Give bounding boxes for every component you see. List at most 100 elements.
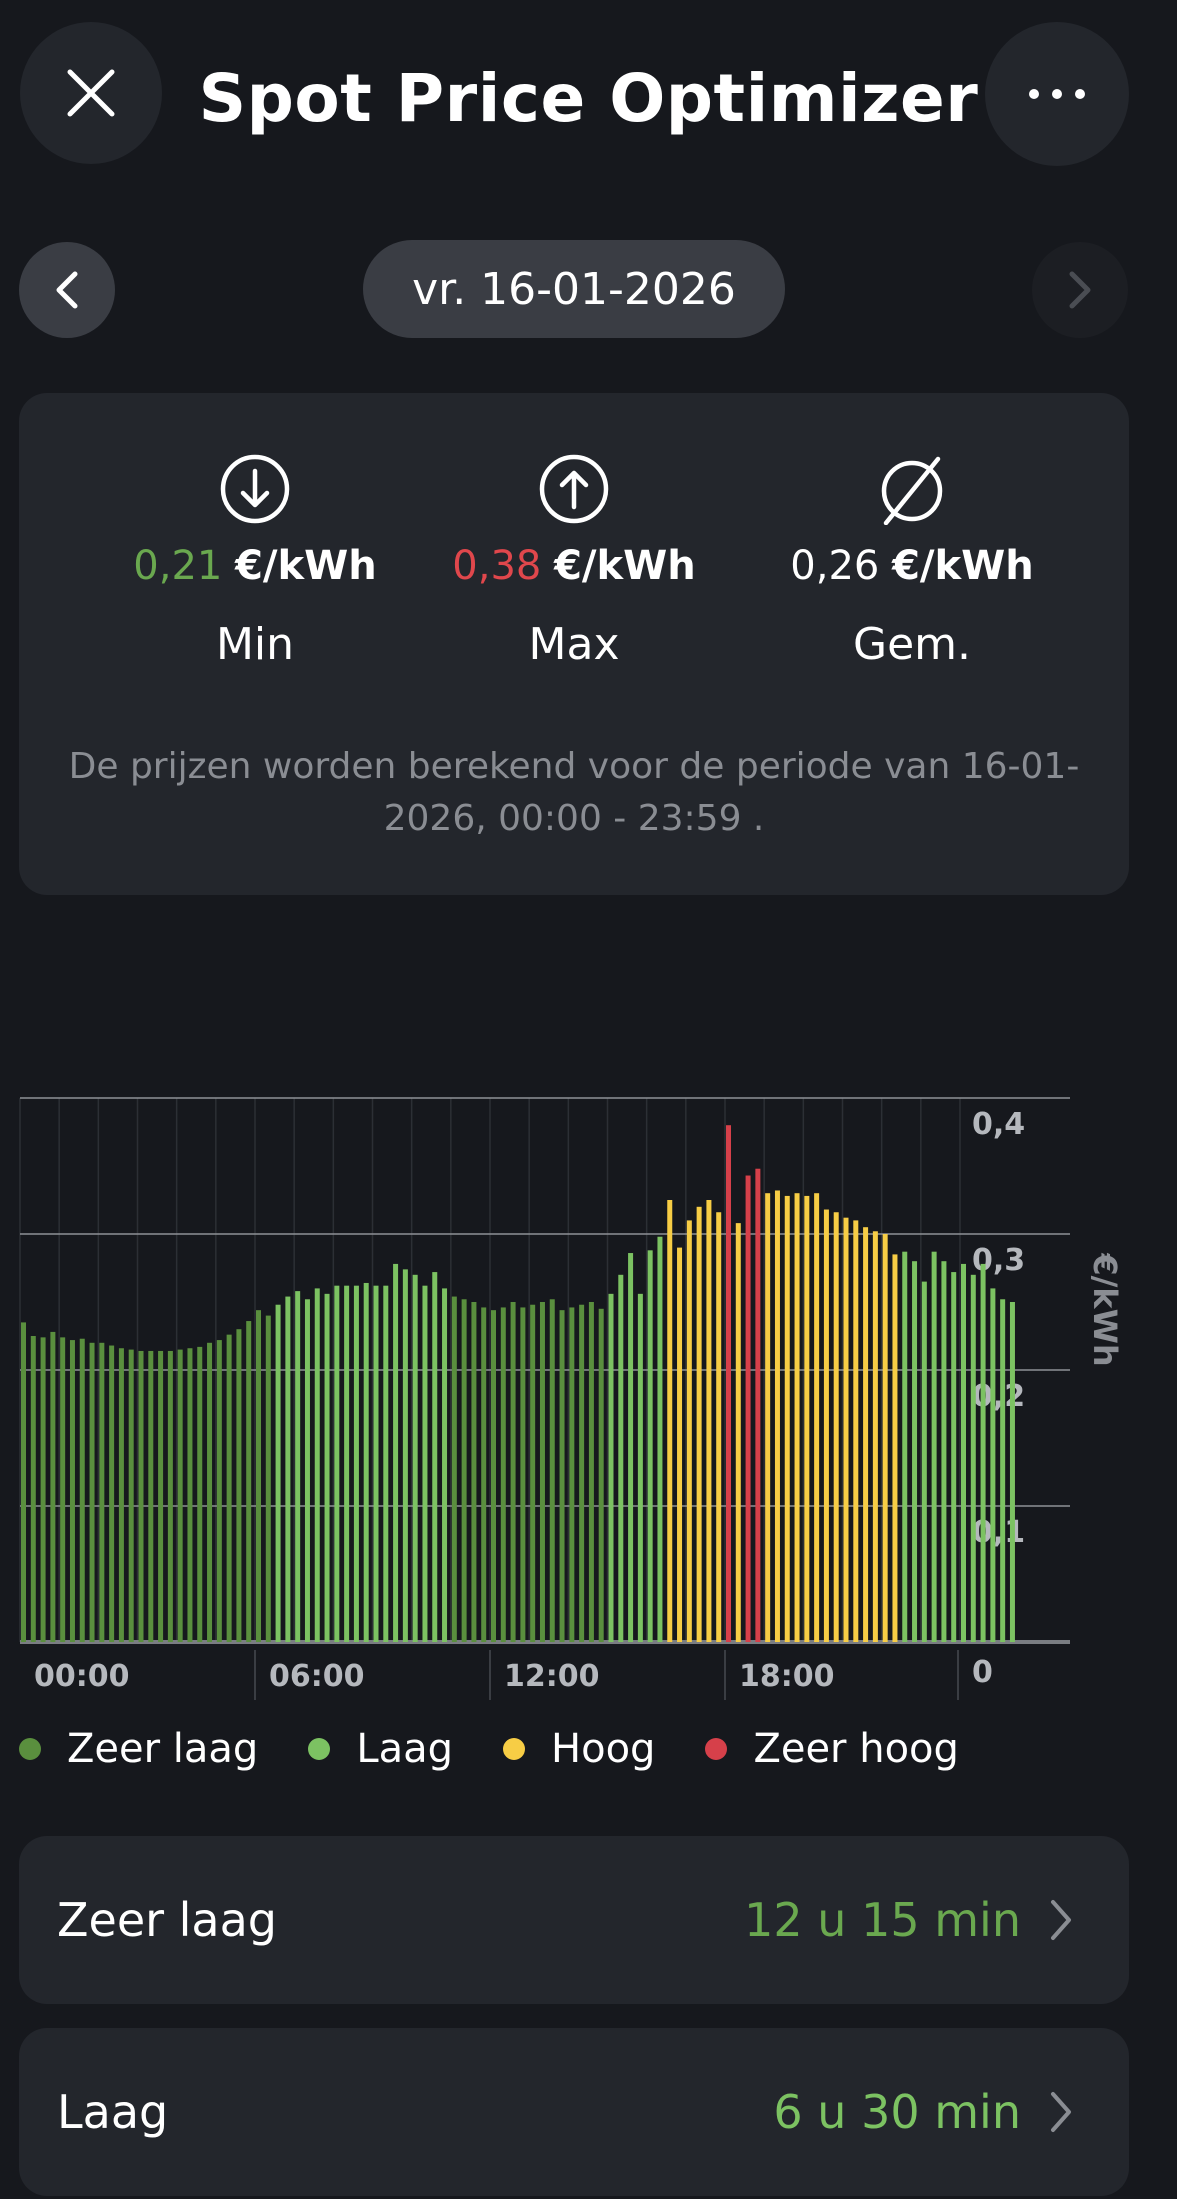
x-tick-label: 06:00 — [269, 1659, 365, 1694]
chart-bar — [118, 1348, 124, 1642]
chart-bar — [902, 1251, 908, 1642]
chart-bar — [236, 1329, 242, 1642]
chart-bar — [275, 1304, 281, 1642]
chart-bar — [618, 1274, 624, 1642]
chart-bar — [941, 1261, 947, 1642]
chart-bar — [520, 1307, 526, 1642]
chart-bar — [187, 1348, 193, 1642]
average-icon — [881, 456, 943, 526]
min-price-unit: €/kWh — [235, 543, 377, 589]
duration-row-laag[interactable]: Laag 6 u 30 min — [19, 2028, 1129, 2196]
chart-bar — [696, 1206, 702, 1642]
more-options-button[interactable] — [985, 22, 1129, 166]
chart-bar — [990, 1288, 996, 1642]
chart-bar — [784, 1195, 790, 1642]
chart-bar — [109, 1345, 115, 1642]
chart-bar — [167, 1350, 173, 1642]
chart-bar — [706, 1200, 712, 1642]
next-day-button[interactable] — [1032, 242, 1128, 338]
chart-bar — [363, 1282, 369, 1642]
chart-bar — [69, 1340, 75, 1642]
chart-bar — [833, 1212, 839, 1642]
chart-bar — [89, 1342, 95, 1642]
previous-day-button[interactable] — [19, 242, 115, 338]
chart-bar — [304, 1299, 310, 1642]
chevron-left-icon — [56, 271, 78, 309]
chart-bar — [207, 1342, 213, 1642]
min-price-stat: 0,21 €/kWh Min — [95, 453, 415, 670]
chart-bar — [530, 1304, 536, 1642]
chart-bar — [314, 1288, 320, 1642]
arrow-down-circle-icon — [220, 454, 290, 524]
chart-bar — [745, 1175, 751, 1642]
chart-bar — [823, 1209, 829, 1642]
legend-label: Zeer laag — [67, 1726, 259, 1772]
y-tick-label: 0,4 — [972, 1107, 1025, 1142]
average-price-label: Gem. — [852, 619, 971, 670]
chart-bar — [559, 1310, 565, 1642]
chart-bar — [50, 1331, 56, 1642]
chart-bar — [481, 1307, 487, 1642]
chart-bar — [647, 1250, 653, 1642]
chart-bar — [99, 1342, 105, 1642]
chart-bar — [422, 1285, 428, 1642]
chart-bar — [843, 1217, 849, 1642]
chart-bar — [40, 1337, 46, 1642]
date-label: vr. 16-01-2026 — [412, 263, 736, 315]
page-title: Spot Price Optimizer — [198, 60, 979, 137]
legend-dot-icon — [308, 1738, 331, 1760]
chart-bar — [344, 1285, 350, 1642]
price-chart: 0 0,1 0,2 0,3 0,4 00:00 06:00 12:00 18:00 €/kWh — [19, 1097, 1124, 1700]
average-price-stat: 0,26 €/kWh Gem. — [752, 453, 1072, 670]
chart-bar — [373, 1285, 379, 1642]
y-tick-label: 0,2 — [972, 1379, 1025, 1414]
close-button[interactable] — [20, 22, 162, 164]
legend-item: Zeer laag — [19, 1726, 258, 1772]
chart-bar — [500, 1307, 506, 1642]
price-summary-card: 0,21 €/kWh Min 0,38 €/kWh Max 0,26 €/kWh… — [19, 393, 1129, 895]
arrow-up-circle-icon — [539, 454, 609, 524]
chart-bar — [628, 1253, 634, 1642]
chart-bar — [30, 1336, 36, 1642]
chart-bar — [216, 1340, 222, 1642]
chart-bar — [765, 1193, 771, 1642]
chart-bar — [197, 1346, 203, 1642]
chart-bar — [1009, 1302, 1015, 1642]
chart-bar — [931, 1251, 937, 1642]
min-price-label: Min — [215, 619, 295, 670]
y-tick-label: 0,3 — [972, 1243, 1025, 1278]
chart-bar — [921, 1281, 927, 1642]
chart-legend: Zeer laag Laag Hoog Zeer hoog — [19, 1726, 1009, 1772]
chart-bar — [148, 1350, 154, 1642]
duration-row-zeer-laag[interactable]: Zeer laag 12 u 15 min — [19, 1836, 1129, 2004]
chart-bar — [774, 1190, 780, 1642]
chart-bar — [892, 1254, 898, 1642]
legend-label: Zeer hoog — [753, 1726, 959, 1772]
chart-bar — [657, 1236, 663, 1642]
chart-bar — [598, 1308, 604, 1642]
date-selector[interactable]: vr. 16-01-2026 — [363, 240, 785, 338]
legend-dot-icon — [705, 1738, 728, 1760]
chart-bar — [804, 1195, 810, 1642]
chart-bar — [393, 1263, 399, 1642]
chart-bar — [588, 1302, 594, 1642]
duration-label: Laag — [57, 2085, 169, 2139]
chart-bar — [677, 1247, 683, 1642]
chart-bar — [961, 1263, 966, 1642]
chart-bar — [128, 1349, 134, 1642]
chart-bar — [285, 1296, 291, 1642]
chart-bar — [383, 1285, 389, 1642]
legend-item: Laag — [308, 1726, 453, 1772]
chart-bar — [980, 1263, 986, 1642]
chart-bar — [1000, 1299, 1006, 1642]
legend-dot-icon — [19, 1738, 41, 1760]
chart-bar — [432, 1272, 438, 1642]
chart-bar — [442, 1288, 448, 1642]
chart-bar — [726, 1125, 731, 1642]
chart-bar — [451, 1296, 457, 1642]
chevron-right-icon — [1069, 271, 1091, 309]
chart-bar — [794, 1193, 800, 1642]
y-tick-label: 0 — [972, 1655, 993, 1690]
legend-label: Laag — [356, 1726, 454, 1772]
max-price-unit: €/kWh — [554, 543, 696, 589]
